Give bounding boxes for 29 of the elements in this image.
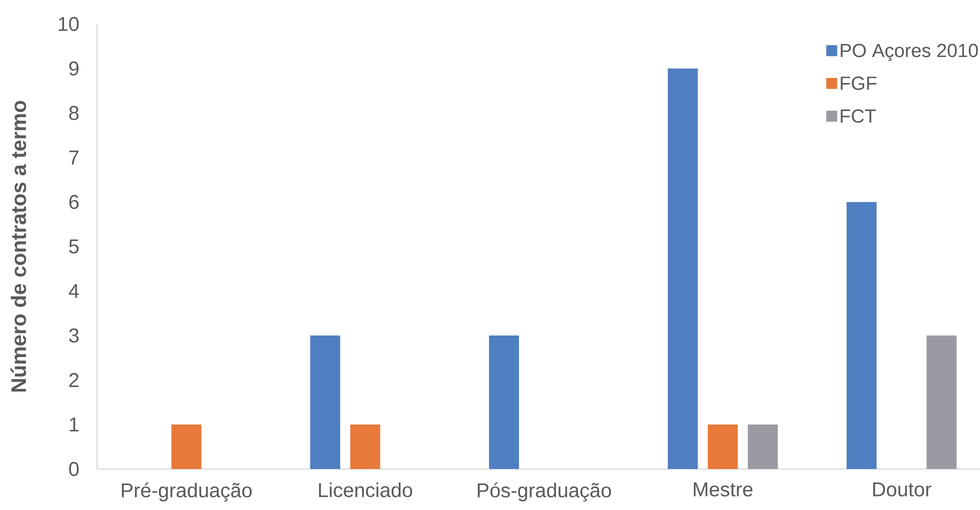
bar: [171, 424, 202, 469]
y-tick-label: 8: [69, 106, 79, 120]
bar: [310, 335, 340, 469]
y-tick-label: 3: [69, 328, 79, 343]
bar: [708, 424, 738, 469]
bar: [350, 424, 380, 469]
y-tick-label: 10: [58, 16, 79, 32]
y-tick-label: 2: [69, 373, 78, 387]
y-axis-title: Número de contratos a termo: [10, 100, 26, 392]
y-tick-label: 5: [69, 240, 79, 254]
bar: [668, 68, 698, 469]
x-tick-label: Pós-graduação: [478, 482, 611, 502]
y-tick-label: 1: [70, 418, 78, 432]
bar: [489, 335, 520, 469]
bar: [846, 202, 877, 469]
x-tick-label: Doutor: [873, 482, 932, 496]
y-tick-label: 0: [69, 462, 79, 476]
y-tick-label: 6: [69, 194, 79, 210]
legend-label: FGF: [840, 76, 876, 90]
bar: [748, 424, 778, 469]
bar: [926, 335, 957, 469]
y-tick-label: 4: [68, 284, 79, 298]
legend-label: PO Açores 2010: [840, 44, 978, 62]
y-tick-label: 7: [69, 150, 78, 164]
legend-label: FCT: [840, 109, 876, 123]
x-tick-label: Mestre: [694, 482, 752, 496]
x-tick-label: Pré-graduação: [122, 482, 252, 502]
y-tick-label: 9: [69, 61, 79, 76]
x-tick-label: Licenciado: [319, 482, 412, 498]
